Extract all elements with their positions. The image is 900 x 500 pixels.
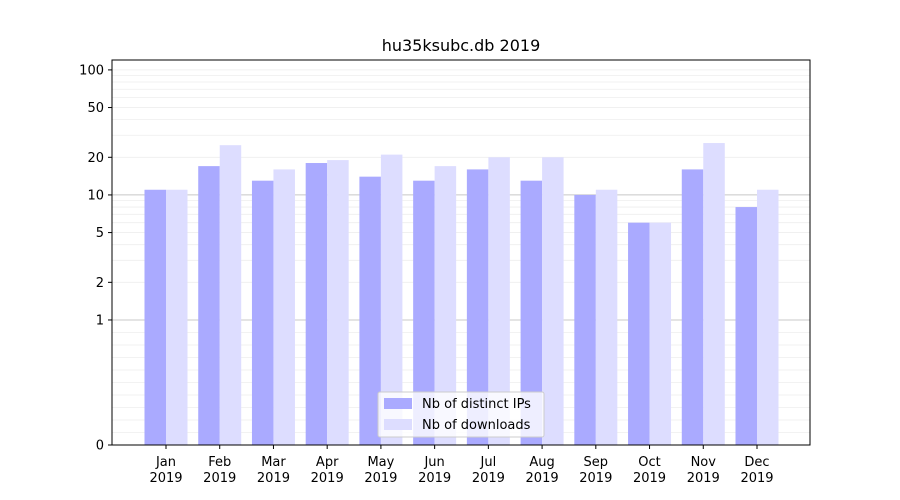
x-tick-label-month: Jul [480,455,497,470]
y-tick-label: 50 [87,101,104,116]
bar-downloads-jul [488,157,510,445]
bar-distinct-ips-mar [251,180,274,445]
bar-distinct-ips-apr [305,163,328,445]
bar-downloads-jan [166,189,188,445]
legend: Nb of distinct IPs Nb of downloads [377,391,545,438]
x-tick-label-year: 2019 [687,471,720,486]
bar-distinct-ips-nov [681,169,704,445]
x-tick-label-month: Nov [691,455,717,470]
bar-distinct-ips-dec [735,207,757,445]
x-tick-label-year: 2019 [364,471,397,486]
y-tick-label: 0 [96,439,104,454]
chart-title: hu35ksubc.db 2019 [382,36,541,55]
x-tick-label-month: Oct [638,455,660,470]
x-tick-label-month: Apr [316,455,339,470]
x-tick-label-month: Dec [744,455,769,470]
bar-distinct-ips-sep [574,194,596,445]
bar-distinct-ips-jul [466,169,489,445]
y-tick-label: 1 [96,313,104,328]
x-tick-label-month: Mar [261,455,286,470]
y-axis: 0 1 2 5 10 20 50 100 [79,63,112,454]
x-tick-label-year: 2019 [418,471,451,486]
bar-distinct-ips-may [359,176,381,445]
x-tick-label-year: 2019 [203,471,236,486]
x-tick-label-month: Jun [423,455,444,470]
legend-swatch-distinct-ips [384,398,412,409]
y-tick-label: 5 [96,226,104,241]
x-tick-label-month: Sep [584,455,609,470]
y-tick-label: 100 [79,63,104,78]
bar-downloads-apr [327,160,349,445]
x-tick-label-year: 2019 [257,471,290,486]
x-tick-label-year: 2019 [526,471,559,486]
plot-frame [111,59,811,446]
x-axis: Jan2019Feb2019Mar2019Apr2019May2019Jun20… [149,445,774,486]
bar-downloads-dec [757,189,779,445]
x-tick-label-month: Jan [155,455,176,470]
bar-distinct-ips-jan [144,189,166,445]
x-tick-label-month: May [367,455,394,470]
bar-downloads-mar [273,169,295,445]
x-tick-label-year: 2019 [579,471,612,486]
legend-label-downloads: Nb of downloads [422,418,531,433]
bar-downloads-oct [649,222,672,445]
x-tick-label-year: 2019 [311,471,344,486]
legend-swatch-downloads [384,419,412,430]
legend-label-distinct-ips: Nb of distinct IPs [422,397,531,412]
bar-downloads-sep [595,189,618,445]
bar-downloads-jun [434,166,457,445]
x-tick-label-month: Feb [208,455,231,470]
bar-distinct-ips-oct [628,222,650,445]
bar-downloads-may [380,154,403,446]
bar-distinct-ips-feb [198,166,220,445]
bar-downloads-nov [703,143,725,445]
bar-distinct-ips-aug [520,180,543,445]
bar-downloads-feb [219,145,242,445]
y-tick-label: 20 [87,151,104,166]
y-tick-label: 2 [96,276,104,291]
bars [144,143,779,446]
x-tick-label-year: 2019 [149,471,182,486]
bar-downloads-aug [542,157,564,445]
bar-distinct-ips-jun [413,180,435,445]
legend-box [377,391,545,438]
x-tick-label-month: Aug [529,455,554,470]
x-tick-label-year: 2019 [740,471,773,486]
x-tick-label-year: 2019 [633,471,666,486]
x-tick-label-year: 2019 [472,471,505,486]
y-tick-label: 10 [87,188,104,203]
